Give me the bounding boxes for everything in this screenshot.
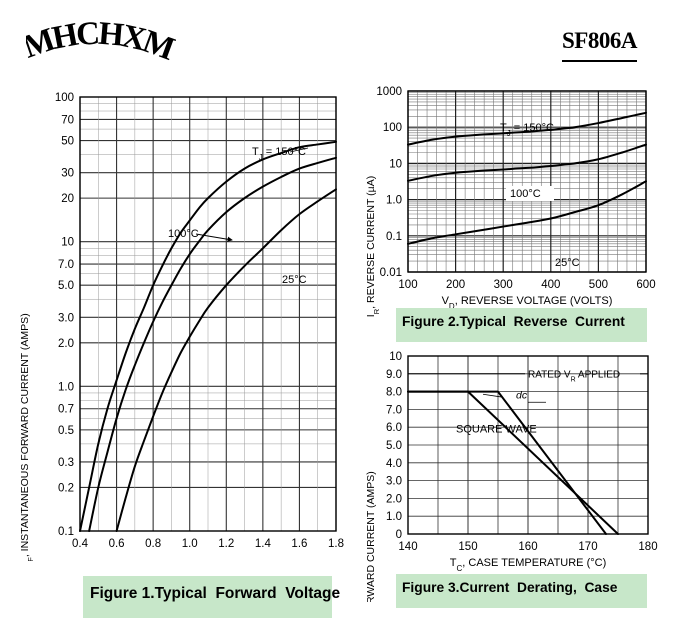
svg-text:500: 500 bbox=[589, 279, 608, 291]
svg-text:50: 50 bbox=[61, 136, 74, 148]
svg-text:MHCHXM: MHCHXM bbox=[26, 16, 176, 68]
svg-text:100: 100 bbox=[383, 122, 402, 134]
svg-text:5.0: 5.0 bbox=[58, 280, 74, 292]
svg-text:5.0: 5.0 bbox=[386, 440, 402, 452]
svg-text:100: 100 bbox=[55, 92, 74, 104]
svg-text:7.0: 7.0 bbox=[58, 259, 74, 271]
svg-text:VF, INSTANTANEOUS VOLTAGE (VOL: VF, INSTANTANEOUS VOLTAGE (VOLTS) bbox=[103, 560, 312, 561]
svg-text:0.7: 0.7 bbox=[58, 404, 74, 416]
svg-text:100°C: 100°C bbox=[168, 228, 199, 240]
svg-text:150: 150 bbox=[458, 541, 477, 553]
svg-text:0.1: 0.1 bbox=[58, 526, 74, 538]
svg-text:SQUARE WAVE: SQUARE WAVE bbox=[456, 424, 537, 436]
svg-text:0.8: 0.8 bbox=[145, 538, 161, 550]
svg-text:8.0: 8.0 bbox=[386, 387, 402, 399]
svg-text:0.2: 0.2 bbox=[58, 482, 74, 494]
svg-text:600: 600 bbox=[636, 279, 655, 291]
svg-text:3.0: 3.0 bbox=[58, 312, 74, 324]
svg-text:1.6: 1.6 bbox=[291, 538, 307, 550]
svg-text:1.2: 1.2 bbox=[218, 538, 234, 550]
svg-text:0.5: 0.5 bbox=[58, 425, 74, 437]
svg-text:0: 0 bbox=[396, 529, 402, 541]
svg-text:100°C: 100°C bbox=[510, 188, 541, 200]
svg-text:4.0: 4.0 bbox=[386, 458, 402, 470]
svg-text:25°C: 25°C bbox=[555, 257, 580, 269]
svg-text:0.6: 0.6 bbox=[109, 538, 125, 550]
svg-text:1.8: 1.8 bbox=[328, 538, 344, 550]
svg-text:400: 400 bbox=[541, 279, 560, 291]
svg-text:dc: dc bbox=[516, 390, 528, 402]
svg-text:9.0: 9.0 bbox=[386, 369, 402, 381]
svg-text:170: 170 bbox=[578, 541, 597, 553]
svg-text:160: 160 bbox=[518, 541, 537, 553]
svg-text:10: 10 bbox=[389, 351, 402, 363]
svg-text:2.0: 2.0 bbox=[58, 338, 74, 350]
svg-text:1.0: 1.0 bbox=[386, 195, 402, 207]
svg-text:1.4: 1.4 bbox=[255, 538, 272, 550]
svg-text:20: 20 bbox=[61, 193, 74, 205]
svg-text:7.0: 7.0 bbox=[386, 404, 402, 416]
svg-text:100: 100 bbox=[398, 279, 417, 291]
svg-text:10: 10 bbox=[389, 158, 402, 170]
svg-text:30: 30 bbox=[61, 168, 74, 180]
svg-text:0.4: 0.4 bbox=[72, 538, 89, 550]
svg-text:70: 70 bbox=[61, 114, 74, 126]
svg-text:200: 200 bbox=[446, 279, 465, 291]
svg-text:0.3: 0.3 bbox=[58, 457, 74, 469]
svg-text:3.0: 3.0 bbox=[386, 476, 402, 488]
svg-text:140: 140 bbox=[398, 541, 417, 553]
svg-text:1.0: 1.0 bbox=[386, 511, 402, 523]
svg-text:0.1: 0.1 bbox=[386, 231, 402, 243]
svg-text:6.0: 6.0 bbox=[386, 422, 402, 434]
svg-text:0.01: 0.01 bbox=[380, 267, 402, 279]
svg-text:1.0: 1.0 bbox=[58, 381, 74, 393]
svg-text:1000: 1000 bbox=[376, 86, 402, 98]
svg-text:10: 10 bbox=[61, 237, 74, 249]
svg-text:180: 180 bbox=[638, 541, 657, 553]
svg-text:2.0: 2.0 bbox=[386, 493, 402, 505]
svg-text:25°C: 25°C bbox=[282, 274, 307, 286]
svg-text:1.0: 1.0 bbox=[182, 538, 198, 550]
svg-text:300: 300 bbox=[494, 279, 513, 291]
